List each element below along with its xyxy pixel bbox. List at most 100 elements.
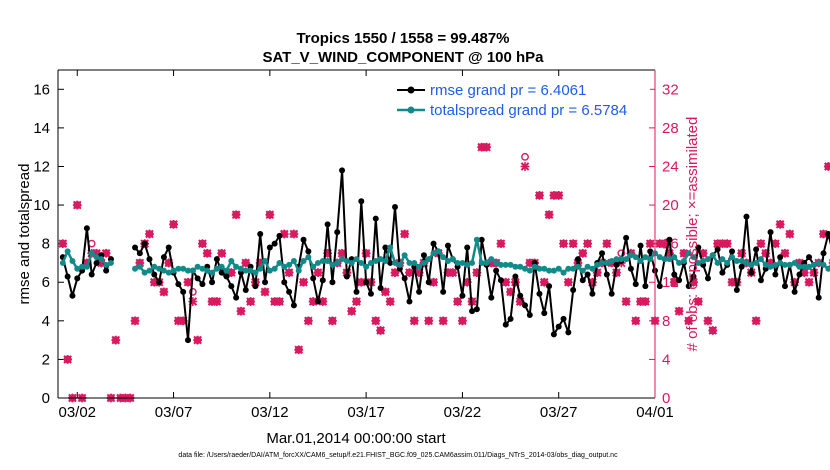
rmse-point [319,277,326,284]
obs-possible-marker [482,143,491,152]
rmse-point [387,259,394,266]
data-file-footer: data file: /Users/raeder/DAI/ATM_forcXX/… [178,452,618,459]
rmse-point [339,167,346,174]
obs-possible-marker [352,297,361,306]
obs-possible-marker [752,316,761,325]
rmse-point [469,308,476,315]
totalspread-point [786,261,793,268]
totalspread-point [488,256,495,263]
totalspread-point [310,263,317,270]
rmse-point [69,292,76,299]
totalspread-point [83,263,90,270]
obs-possible-marker [708,326,717,335]
totalspread-point [483,259,490,266]
obs-possible-marker [217,249,226,258]
totalspread-point [247,267,254,274]
obs-possible-marker [145,230,154,238]
totalspread-point [512,263,519,270]
obs-possible-marker [386,297,395,306]
totalspread-point [184,267,191,274]
totalspread-point [695,259,702,266]
totalspread-point [666,256,673,263]
rmse-point [825,231,830,237]
rmse-point [512,273,519,280]
rmse-point [791,288,798,295]
totalspread-point [700,258,707,265]
rmse-point [671,271,678,278]
rmse-point [88,271,95,278]
x-axis-label: Mar.01,2014 00:00:00 start [266,430,446,447]
totalspread-point [642,254,649,261]
totalspread-point [367,259,374,266]
rmse-point [213,256,220,263]
totalspread-point [738,258,745,265]
totalspread-point [435,248,442,255]
chart-title-line2: SAT_V_WIND_COMPONENT @ 100 hPa [262,49,544,66]
rmse-point [156,279,163,286]
rmse-point [753,246,760,253]
obs-possible-marker [275,297,284,306]
totalspread-point [714,259,721,266]
totalspread-point [286,261,293,268]
obs-possible-marker [400,230,409,238]
obs-possible-marker [381,287,390,296]
rmse-point [473,306,480,313]
totalspread-point [156,265,163,272]
rmse-point [690,273,697,280]
totalspread-point [252,269,259,276]
y-right-tick-label: 20 [662,197,679,214]
obs-possible-marker [540,278,549,287]
totalspread-point [180,265,187,272]
rmse-point [748,269,755,276]
rmse-point [560,315,567,322]
rmse-point [271,240,278,247]
rmse-point [184,337,191,344]
rmse-point [497,277,504,284]
totalspread-point [358,259,365,266]
totalspread-point [757,256,764,263]
totalspread-point [473,236,480,243]
rmse-point [305,248,312,255]
rmse-point [136,250,143,257]
rmse-point [151,271,158,278]
totalspread-point [748,261,755,268]
rmse-point [329,279,336,286]
totalspread-point [262,258,269,265]
rmse-point [507,315,514,322]
rmse-point [676,277,683,284]
obs-possible-marker [174,316,183,325]
obs-possible-marker [675,307,683,316]
rmse-point [820,250,827,257]
plot-background [58,70,655,398]
rmse-point [194,275,201,282]
y-right-tick-label: 0 [662,390,670,407]
chart-title-line1: Tropics 1550 / 1558 = 99.487% [296,30,509,47]
totalspread-point [772,261,779,268]
totalspread-point [416,263,423,270]
totalspread-point [531,263,538,270]
rmse-point [209,279,216,286]
obs-possible-marker [824,162,830,171]
obs-possible-marker [246,297,255,306]
obs-possible-marker [477,143,486,152]
obs-possible-marker [559,239,568,248]
totalspread-point [353,256,360,263]
obs-possible-marker [285,268,293,277]
totalspread-point [396,261,403,268]
rmse-point [314,298,321,305]
obs-possible-marker [376,326,385,335]
rmse-point [743,213,750,220]
rmse-point [517,292,524,299]
rmse-point [632,281,639,288]
rmse-point [729,248,736,255]
totalspread-point [618,256,625,263]
obs-possible-marker [193,336,202,345]
obs-possible-marker [655,239,664,248]
totalspread-point [93,254,100,261]
totalspread-point [160,267,167,274]
totalspread-point [522,265,529,272]
totalspread-point [791,259,798,266]
obs-possible-marker [593,268,602,277]
totalspread-point [132,265,139,272]
obs-possible-marker [290,230,298,238]
